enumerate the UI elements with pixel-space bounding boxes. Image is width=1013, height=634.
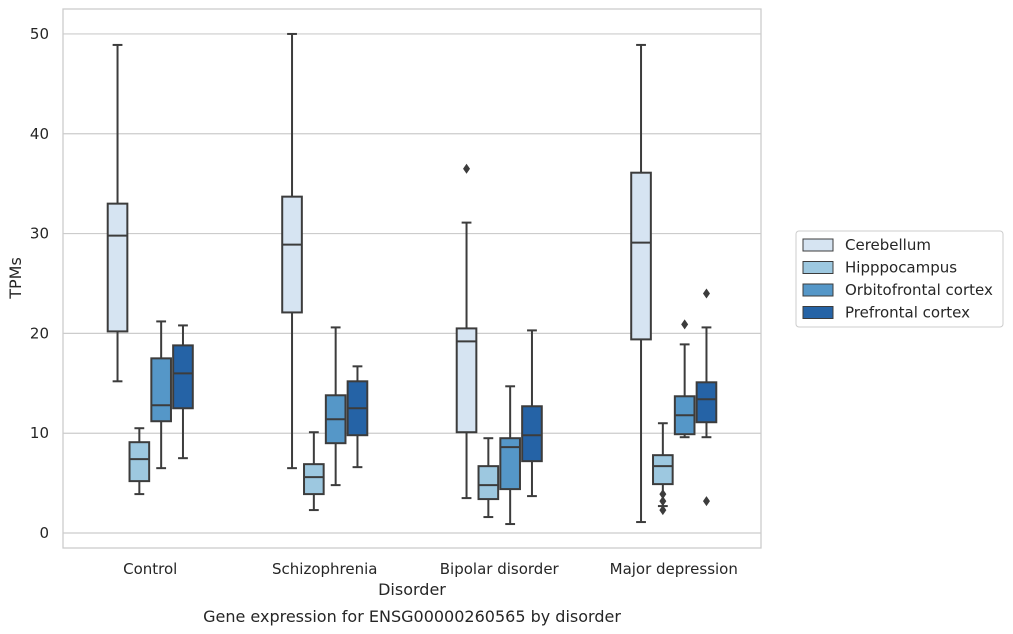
x-tick-label: Schizophrenia bbox=[272, 560, 377, 578]
legend-label: Hipppocampus bbox=[845, 259, 957, 277]
y-tick-label: 50 bbox=[30, 25, 49, 43]
y-tick-label: 30 bbox=[30, 225, 49, 243]
outlier-point bbox=[659, 489, 667, 500]
box-iqr bbox=[477, 465, 500, 501]
box-iqr bbox=[521, 405, 543, 463]
box-group bbox=[172, 324, 194, 460]
box-iqr bbox=[695, 381, 718, 424]
outlier-point bbox=[463, 163, 471, 174]
box-iqr bbox=[499, 437, 521, 491]
legend-swatch bbox=[802, 306, 834, 319]
y-axis-label: TPMs bbox=[6, 257, 25, 300]
box-group bbox=[150, 320, 172, 470]
outlier-point bbox=[659, 505, 667, 516]
legend-swatch bbox=[802, 261, 834, 274]
plot-frame bbox=[62, 8, 762, 549]
x-tick-label: Major depression bbox=[610, 560, 738, 578]
box-iqr bbox=[281, 195, 303, 314]
outlier-point bbox=[681, 319, 689, 330]
box-group bbox=[499, 385, 521, 526]
box-group bbox=[652, 422, 674, 516]
box-group bbox=[324, 326, 347, 487]
box-iqr bbox=[455, 327, 478, 434]
x-tick-label: Control bbox=[123, 560, 177, 578]
legend-frame bbox=[795, 230, 1004, 328]
y-tick-labels: 0 10 20 30 40 50 bbox=[30, 25, 49, 542]
legend: Cerebellum Hipppocampus Orbitofrontal cort… bbox=[795, 230, 1004, 328]
box-group bbox=[455, 163, 478, 500]
box-iqr bbox=[303, 463, 325, 496]
legend-swatch bbox=[802, 283, 834, 297]
box-iqr bbox=[652, 454, 674, 486]
box-group bbox=[695, 288, 718, 507]
legend-label: Prefrontal cortex bbox=[845, 304, 970, 322]
box-group bbox=[128, 427, 151, 496]
box-iqr bbox=[172, 344, 194, 410]
x-tick-label: Bipolar disorder bbox=[440, 560, 560, 578]
y-tick-label: 0 bbox=[39, 524, 49, 542]
box-group bbox=[673, 319, 696, 439]
box-group bbox=[521, 329, 543, 498]
y-tick-label: 40 bbox=[30, 125, 49, 143]
x-tick-labels: Control Schizophrenia Bipolar disorder Majo… bbox=[123, 560, 738, 578]
chart-caption: Gene expression for ENSG00000260565 by d… bbox=[203, 607, 621, 626]
box-iqr bbox=[630, 171, 652, 341]
outlier-point bbox=[702, 496, 710, 507]
box-group bbox=[346, 365, 369, 469]
legend-swatch bbox=[802, 238, 834, 252]
legend-label: Orbitofrontal cortex bbox=[845, 281, 993, 299]
y-tick-label: 10 bbox=[30, 424, 49, 442]
box-iqr bbox=[106, 202, 129, 333]
outlier-point bbox=[659, 496, 667, 507]
outlier-point bbox=[702, 288, 710, 299]
box-iqr bbox=[128, 441, 151, 483]
box-group bbox=[303, 431, 325, 512]
x-axis-label: Disorder bbox=[378, 580, 446, 599]
box-group bbox=[106, 43, 129, 383]
legend-label: Cerebellum bbox=[845, 236, 931, 254]
box-group bbox=[630, 43, 652, 524]
boxes bbox=[106, 32, 718, 526]
box-iqr bbox=[150, 357, 172, 423]
box-group bbox=[281, 32, 303, 470]
y-tick-label: 20 bbox=[30, 324, 49, 342]
gridlines bbox=[63, 33, 761, 534]
box-group bbox=[477, 437, 500, 519]
